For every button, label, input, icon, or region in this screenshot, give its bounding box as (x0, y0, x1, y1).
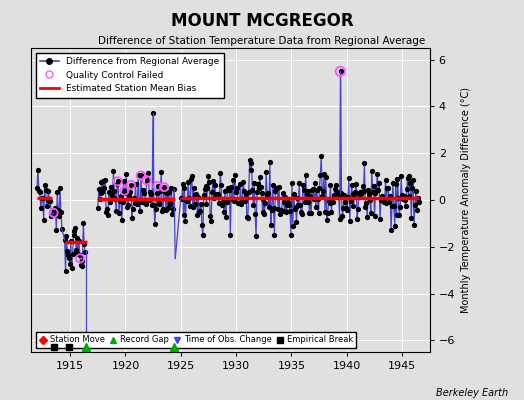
Point (127, 182, 135, 188)
Text: Difference of Station Temperature Data from Regional Average: Difference of Station Temperature Data f… (99, 36, 425, 46)
Text: Berkeley Earth: Berkeley Earth (436, 388, 508, 398)
Y-axis label: Monthly Temperature Anomaly Difference (°C): Monthly Temperature Anomaly Difference (… (461, 87, 471, 313)
Point (160, 184, 168, 190)
Point (154, 183, 162, 189)
Text: MOUNT MCGREGOR: MOUNT MCGREGOR (171, 12, 353, 30)
Point (137, 172, 145, 179)
Legend: Station Move, Record Gap, Time of Obs. Change, Empirical Break: Station Move, Record Gap, Time of Obs. C… (36, 332, 356, 348)
Point (336, 68, 344, 74)
Point (76, 255, 84, 262)
Point (49, 210, 58, 216)
Point (143, 177, 151, 183)
Point (120, 188, 128, 194)
Point (114, 178, 122, 184)
